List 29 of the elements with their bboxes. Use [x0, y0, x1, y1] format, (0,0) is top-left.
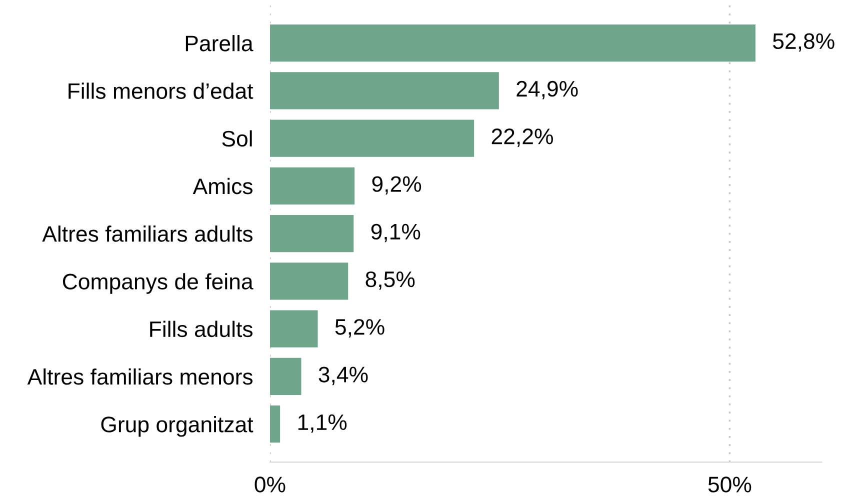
y-tick-label: Amics: [192, 178, 252, 194]
y-tick-label: Grup organitzat: [101, 416, 254, 437]
y-tick-label: Altres familiars adults: [42, 226, 252, 242]
data-label: 5,2%: [335, 319, 384, 338]
data-label: 52,8%: [773, 33, 834, 52]
bar: [270, 215, 354, 252]
data-label: 24,9%: [516, 80, 578, 100]
x-tick-label: 0%: [254, 476, 286, 492]
bar: [270, 167, 355, 205]
bar: [270, 72, 499, 110]
bar: [270, 262, 348, 300]
data-label: 9,2%: [372, 176, 422, 195]
data-label: 3,4%: [318, 366, 368, 386]
y-tick-label: Sol: [222, 130, 252, 147]
y-tick-label: Fills adults: [150, 320, 252, 338]
y-tick-label: Fills menors d’edat: [68, 82, 254, 99]
bar: [270, 310, 318, 348]
bar: [270, 24, 756, 62]
data-label: 1,1%: [298, 414, 347, 433]
x-tick-label: 50%: [708, 476, 752, 492]
bar: [270, 406, 280, 443]
y-tick-label: Parella: [186, 35, 254, 52]
y-tick-label: Altres familiars menors: [27, 368, 253, 385]
data-label: 8,5%: [366, 271, 415, 290]
data-label: 22,2%: [492, 128, 553, 147]
data-label: 9,1%: [371, 224, 420, 242]
y-tick-label: Companys de feina: [62, 273, 254, 294]
bar: [270, 120, 474, 157]
bar: [270, 358, 302, 396]
